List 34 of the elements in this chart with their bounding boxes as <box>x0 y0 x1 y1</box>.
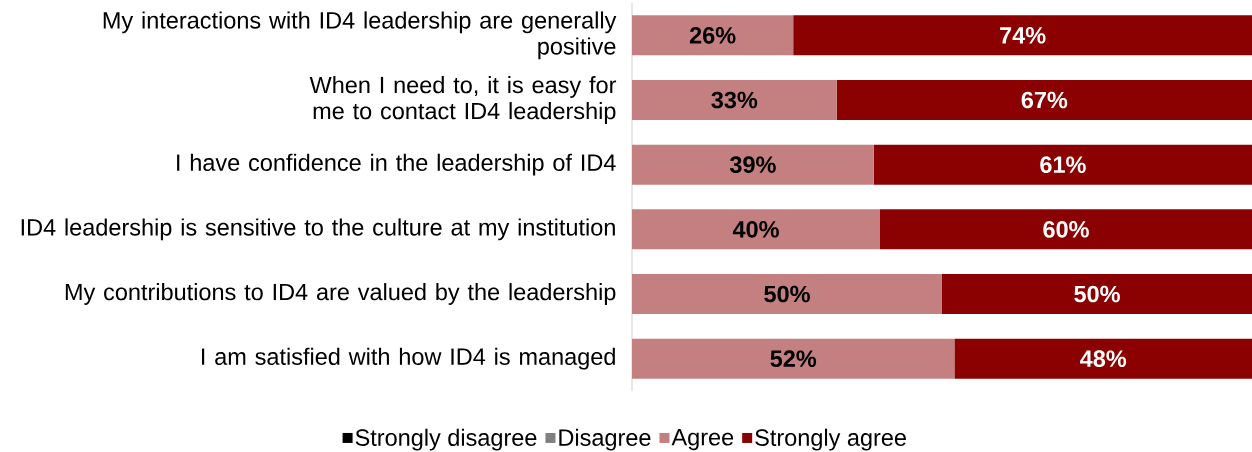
bar <box>793 15 1252 56</box>
y-tick-label: My interactions with ID4 leadership are generally positive <box>103 11 617 60</box>
y-tick-label: When I need to, it is easy for me to contact ID4 leadership <box>309 76 617 124</box>
legend-label: Strongly disagree <box>355 428 537 451</box>
bar <box>954 338 1252 379</box>
bar <box>880 209 1252 250</box>
bar <box>873 144 1252 185</box>
bar <box>632 15 794 56</box>
data-label: 40% <box>732 221 779 238</box>
y-tick-label: I am satisfied with how ID4 is managed <box>202 347 615 370</box>
legend-label: Disagree <box>559 428 651 451</box>
data-label: 33% <box>711 91 758 109</box>
bar <box>632 338 955 379</box>
bar <box>632 209 880 250</box>
legend-label: Agree <box>671 429 734 451</box>
data-label: 39% <box>729 156 776 174</box>
y-tick-label: My contributions to ID4 are valued by the leadership <box>65 283 616 305</box>
bar <box>942 274 1252 315</box>
bar <box>836 80 1252 121</box>
data-label: 61% <box>1040 156 1086 173</box>
y-tick-label: I have confidence in the leadership of ID4 <box>177 153 616 176</box>
data-label: 50% <box>1074 285 1120 303</box>
bar <box>632 274 942 315</box>
data-label: 67% <box>1021 91 1068 109</box>
data-label: 26% <box>689 27 736 44</box>
legend-label: Strongly agree <box>755 428 906 451</box>
data-label: 50% <box>764 285 810 303</box>
data-label: 74% <box>1000 27 1046 44</box>
bar <box>632 80 837 121</box>
bar <box>632 144 874 185</box>
data-label: 48% <box>1080 350 1127 367</box>
y-tick-label: ID4 leadership is sensitive to the culture at my institution <box>21 218 615 241</box>
data-label: 52% <box>770 350 817 367</box>
data-label: 60% <box>1043 221 1089 238</box>
